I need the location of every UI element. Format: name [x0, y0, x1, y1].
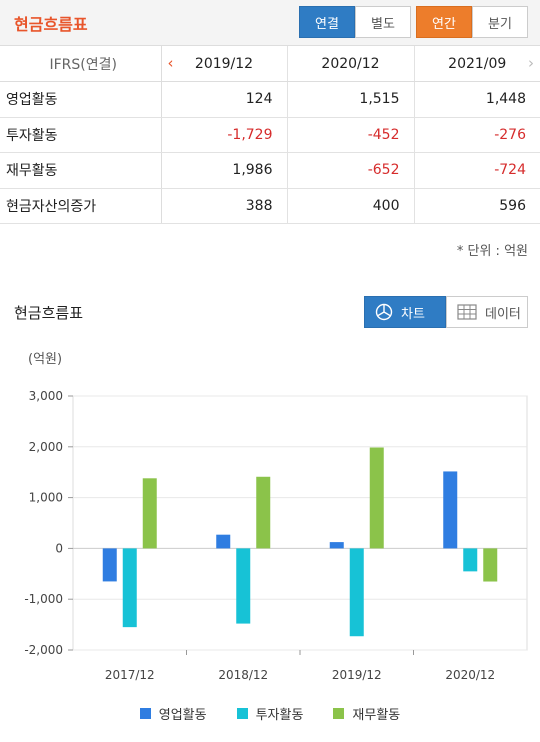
legend-label: 투자활동	[255, 708, 304, 723]
table-cell: 124	[161, 81, 288, 118]
legend-item: 재무활동	[333, 704, 400, 723]
period-header: 2020/12	[287, 46, 415, 82]
bar-2	[236, 548, 251, 624]
pie-chart-icon	[375, 303, 393, 321]
y-tick-label: 1,000	[29, 491, 63, 505]
table-cell: 400	[287, 188, 415, 224]
x-tick-label: 2020/12	[445, 668, 495, 682]
table-corner-label: IFRS(연결)	[0, 46, 162, 82]
table-header-row: IFRS(연결) ‹ 2019/12 2020/12 2021/09 ›	[0, 46, 540, 82]
period-header: 2021/09 ›	[414, 46, 540, 82]
row-label: 재무활동	[0, 152, 162, 189]
y-tick-label: 2,000	[29, 440, 63, 454]
row-label: 영업활동	[0, 81, 162, 118]
legend-item: 영업활동	[139, 704, 207, 723]
bar-2	[463, 548, 478, 572]
bar-1	[329, 542, 344, 549]
table-row: 영업활동 124 1,515 1,448	[0, 81, 540, 118]
y-tick-label: 0	[55, 541, 63, 555]
table-cell: -652	[287, 152, 415, 189]
y-tick-label: -1,000	[24, 592, 63, 606]
legend-swatch	[333, 708, 345, 719]
table-cell: 596	[414, 188, 540, 224]
chart-legend: 영업활동 투자활동 재무활동	[0, 704, 540, 723]
table-cell: -1,729	[161, 117, 288, 153]
cashflow-bar-chart: (억원) 3,000 2,000 1,000 0 -1,000 -2,000 2017/12 2…	[24, 352, 528, 682]
x-tick-label: 2019/12	[332, 668, 382, 682]
chart-section-title: 현금흐름표	[14, 304, 84, 322]
unit-note: * 단위 : 억원	[456, 244, 528, 259]
x-tick-label: 2018/12	[218, 668, 268, 682]
table-cell: 1,986	[161, 152, 288, 189]
bar-1	[216, 534, 231, 549]
header-bar: 현금흐름표 연결 별도 연간 분기	[0, 0, 540, 46]
table-row: 현금자산의증가 388 400 596	[0, 188, 540, 224]
chevron-right-icon[interactable]: ›	[528, 54, 534, 72]
annual-button[interactable]: 연간	[416, 6, 472, 38]
separate-button[interactable]: 별도	[355, 6, 411, 38]
row-label: 투자활동	[0, 117, 162, 153]
bar-1	[102, 548, 117, 582]
bar-3	[256, 476, 271, 549]
cashflow-table: IFRS(연결) ‹ 2019/12 2020/12 2021/09 › 영업활…	[0, 46, 540, 224]
bar-3	[369, 447, 384, 549]
table-cell: -724	[414, 152, 540, 189]
table-row: 투자활동 -1,729 -452 -276	[0, 117, 540, 153]
bar-3	[483, 548, 498, 582]
plot-frame	[72, 395, 528, 651]
table-grid-icon	[457, 304, 477, 320]
table-cell: -452	[287, 117, 415, 153]
y-axis-label: (억원)	[28, 352, 62, 367]
bar-2	[122, 548, 137, 628]
consolidated-button[interactable]: 연결	[299, 6, 355, 38]
legend-label: 영업활동	[158, 708, 207, 723]
legend-swatch	[139, 708, 151, 719]
chart-tab-button[interactable]: 차트	[364, 296, 446, 328]
data-tab-button[interactable]: 데이터	[446, 296, 528, 328]
page-title: 현금흐름표	[14, 15, 88, 34]
legend-label: 재무활동	[352, 708, 401, 723]
x-tick-label: 2017/12	[105, 668, 155, 682]
table-cell: 1,515	[287, 81, 415, 118]
period-header: ‹ 2019/12	[161, 46, 288, 82]
table-cell: -276	[414, 117, 540, 153]
y-tick-label: 3,000	[29, 389, 63, 403]
bar-3	[142, 478, 157, 549]
row-label: 현금자산의증가	[0, 188, 162, 224]
bar-1	[443, 471, 458, 549]
table-row: 재무활동 1,986 -652 -724	[0, 152, 540, 189]
table-cell: 1,448	[414, 81, 540, 118]
table-cell: 388	[161, 188, 288, 224]
quarter-button[interactable]: 분기	[472, 6, 528, 38]
bar-2	[349, 548, 364, 637]
chevron-left-icon[interactable]: ‹	[167, 54, 174, 72]
legend-item: 투자활동	[236, 704, 304, 723]
y-tick-label: -2,000	[24, 643, 63, 657]
legend-swatch	[236, 708, 248, 719]
